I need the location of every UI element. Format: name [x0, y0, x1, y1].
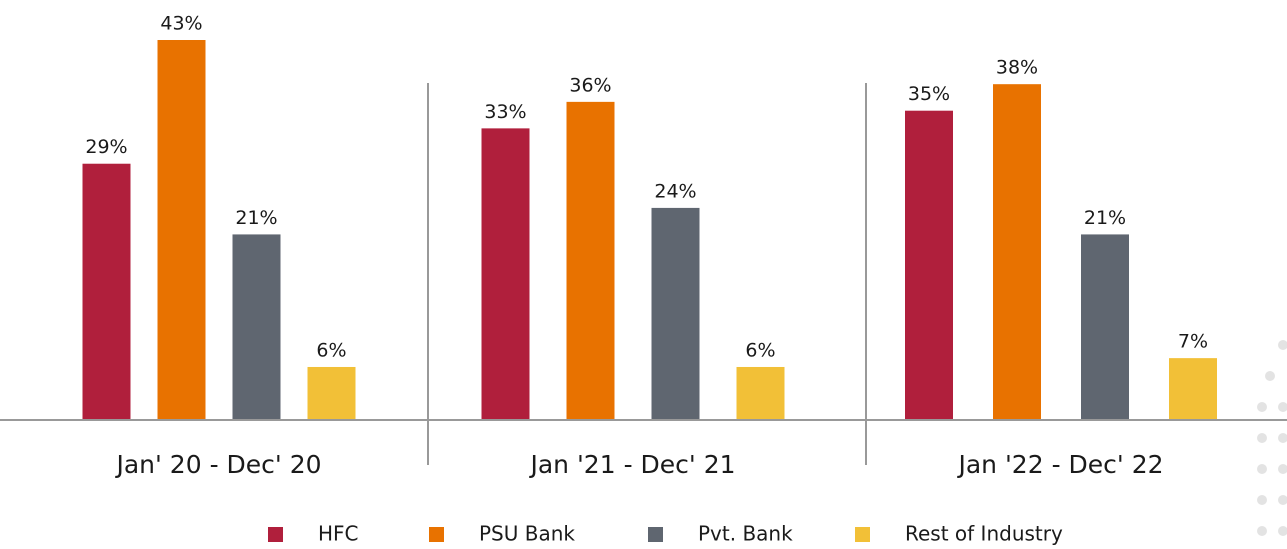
bar [905, 110, 953, 420]
legend-label: HFC [318, 522, 359, 546]
value-label: 6% [316, 339, 346, 361]
decoration-dots [1257, 340, 1287, 536]
legend-label: PSU Bank [479, 522, 575, 546]
bar [232, 234, 281, 420]
legend-swatch [855, 527, 870, 542]
value-label: 21% [235, 207, 277, 229]
bar [157, 40, 206, 420]
bar [82, 163, 131, 420]
legend-label: Pvt. Bank [698, 522, 793, 546]
bar [566, 101, 615, 420]
x-tick-label: Jan '21 - Dec' 21 [528, 450, 735, 479]
value-label: 24% [654, 180, 696, 202]
bar [1081, 234, 1129, 420]
bar [307, 366, 356, 420]
value-label: 21% [1084, 207, 1126, 229]
bar [736, 366, 785, 420]
value-label: 43% [160, 13, 202, 35]
legend-swatch [648, 527, 663, 542]
bar [1169, 358, 1217, 420]
value-label: 6% [745, 339, 775, 361]
value-label: 7% [1178, 331, 1208, 353]
x-tick-label: Jan '22 - Dec' 22 [956, 450, 1163, 479]
value-label: 36% [569, 74, 611, 96]
value-label: 38% [996, 57, 1038, 79]
legend-label: Rest of Industry [905, 522, 1063, 546]
value-label: 35% [908, 83, 950, 105]
bar [993, 84, 1041, 421]
value-label: 33% [484, 101, 526, 123]
legend-swatch [429, 527, 444, 542]
bar [651, 207, 700, 420]
x-tick-label: Jan' 20 - Dec' 20 [114, 450, 321, 479]
bar [481, 128, 530, 421]
value-label: 29% [85, 136, 127, 158]
legend-swatch [268, 527, 283, 542]
